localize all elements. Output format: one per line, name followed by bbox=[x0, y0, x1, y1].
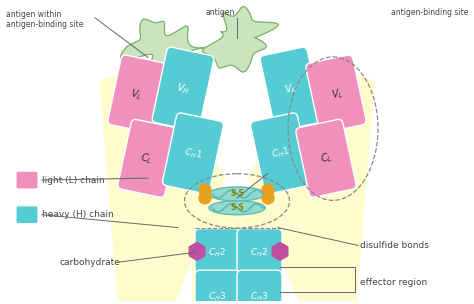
Text: carbohydrate: carbohydrate bbox=[60, 258, 121, 267]
Text: $V_L$: $V_L$ bbox=[128, 86, 143, 102]
Polygon shape bbox=[209, 201, 265, 215]
FancyBboxPatch shape bbox=[296, 119, 356, 197]
Polygon shape bbox=[202, 7, 278, 72]
Text: antigen-binding site: antigen-binding site bbox=[391, 8, 468, 17]
Text: hinge
region: hinge region bbox=[270, 164, 294, 183]
Text: antigen: antigen bbox=[205, 8, 235, 17]
Text: $C_H3$: $C_H3$ bbox=[250, 291, 268, 303]
Text: light (L) chain: light (L) chain bbox=[42, 176, 105, 185]
FancyBboxPatch shape bbox=[16, 171, 38, 189]
Text: $V_H$: $V_H$ bbox=[175, 81, 191, 97]
Text: $C_L$: $C_L$ bbox=[138, 150, 154, 166]
FancyBboxPatch shape bbox=[152, 47, 214, 131]
Text: $C_L$: $C_L$ bbox=[319, 150, 334, 166]
Circle shape bbox=[199, 192, 211, 204]
Text: S-S: S-S bbox=[230, 189, 244, 199]
FancyBboxPatch shape bbox=[306, 55, 366, 133]
Text: heavy (H) chain: heavy (H) chain bbox=[42, 210, 114, 219]
Text: $C_H1$: $C_H1$ bbox=[271, 145, 291, 161]
Text: $C_H1$: $C_H1$ bbox=[183, 145, 203, 161]
Polygon shape bbox=[100, 67, 225, 301]
Circle shape bbox=[262, 184, 274, 196]
FancyBboxPatch shape bbox=[16, 206, 38, 224]
Circle shape bbox=[199, 184, 211, 196]
FancyBboxPatch shape bbox=[108, 55, 168, 133]
Text: $V_H$: $V_H$ bbox=[283, 81, 299, 97]
Circle shape bbox=[262, 192, 274, 204]
Text: S-S: S-S bbox=[230, 203, 244, 212]
FancyBboxPatch shape bbox=[195, 270, 240, 304]
FancyBboxPatch shape bbox=[237, 229, 282, 276]
Text: $C_H2$: $C_H2$ bbox=[208, 246, 226, 259]
FancyBboxPatch shape bbox=[251, 113, 311, 194]
Text: disulfide bonds: disulfide bonds bbox=[360, 241, 429, 250]
Polygon shape bbox=[209, 187, 265, 201]
Text: effector region: effector region bbox=[360, 278, 427, 287]
Polygon shape bbox=[192, 193, 282, 301]
FancyBboxPatch shape bbox=[195, 229, 240, 276]
Polygon shape bbox=[248, 67, 374, 301]
FancyBboxPatch shape bbox=[237, 270, 282, 304]
Text: $C_H2$: $C_H2$ bbox=[250, 246, 268, 259]
FancyBboxPatch shape bbox=[118, 119, 178, 197]
Text: antigen within
antigen-binding site: antigen within antigen-binding site bbox=[6, 10, 83, 29]
Text: $V_L$: $V_L$ bbox=[330, 86, 344, 102]
Text: $C_H3$: $C_H3$ bbox=[208, 291, 226, 303]
FancyBboxPatch shape bbox=[163, 113, 223, 194]
FancyBboxPatch shape bbox=[260, 47, 322, 131]
Polygon shape bbox=[121, 19, 205, 76]
